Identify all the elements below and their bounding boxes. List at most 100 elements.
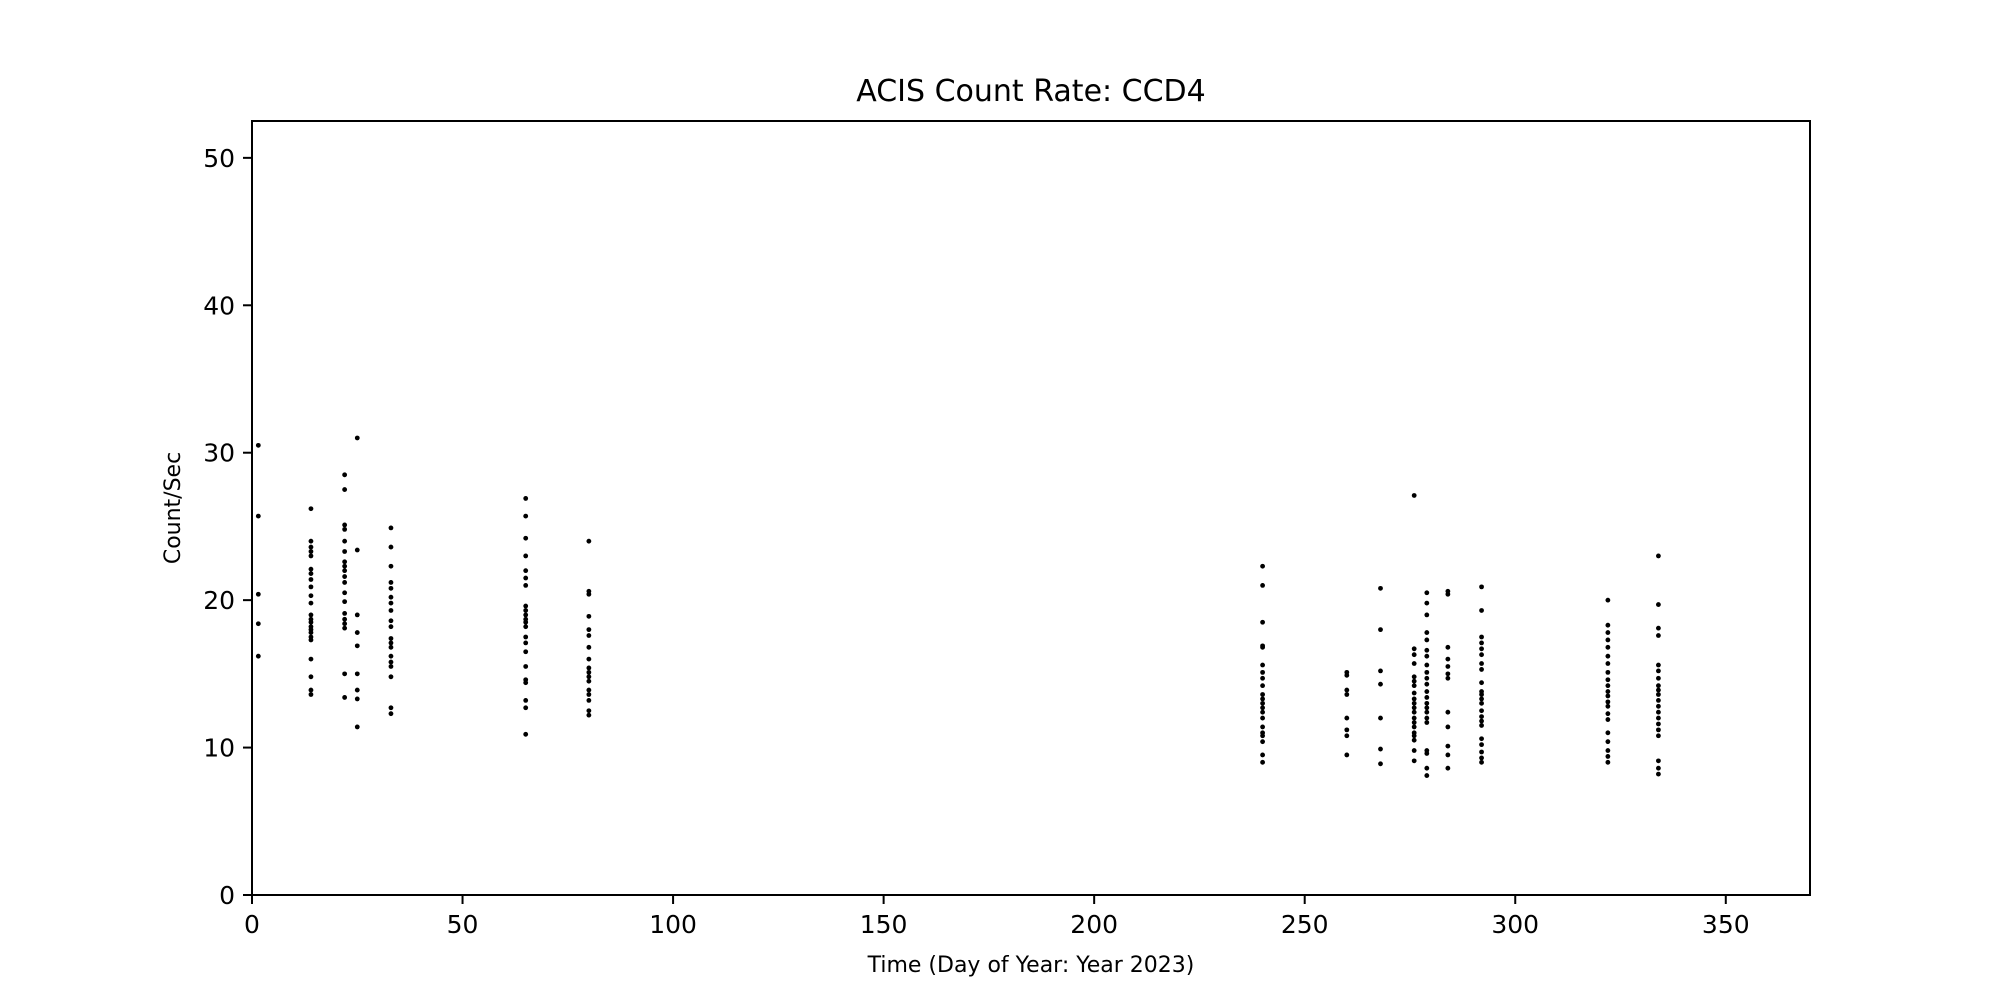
data-point [1605, 644, 1611, 650]
data-point [1656, 675, 1661, 681]
data-point [1656, 758, 1661, 764]
data-point [1424, 647, 1430, 653]
data-point [1605, 759, 1611, 765]
data-point [586, 697, 592, 703]
data-point [523, 496, 529, 501]
data-point [1344, 687, 1350, 693]
x-tick-label: 50 [447, 910, 479, 939]
data-point [1411, 696, 1417, 702]
data-point [1424, 700, 1430, 706]
data-point [1424, 689, 1430, 694]
data-point [523, 624, 529, 630]
data-point [342, 621, 348, 627]
data-point [523, 575, 529, 581]
x-tick-label: 100 [649, 910, 697, 939]
axis-ticks: 0 50 100 150 200 250 300 350 0 10 20 30 40 50 [203, 144, 1749, 939]
data-point [586, 708, 592, 714]
data-point [1656, 703, 1661, 709]
data-point [1479, 696, 1484, 702]
data-point [1605, 661, 1611, 666]
data-point [1424, 590, 1430, 596]
data-point [388, 563, 394, 569]
data-point [354, 687, 360, 693]
data-point [1605, 717, 1611, 722]
data-point [1479, 742, 1484, 748]
data-point [1344, 672, 1350, 678]
data-point [1424, 637, 1430, 643]
data-point [308, 674, 314, 680]
data-point [523, 705, 529, 711]
plot-frame [251, 120, 1811, 896]
data-point [523, 731, 529, 737]
data-point [586, 627, 592, 633]
data-point [1378, 715, 1383, 721]
y-tick-label: 20 [203, 586, 235, 615]
data-point [255, 442, 261, 448]
data-point [342, 580, 348, 585]
x-tick-label: 250 [1281, 910, 1329, 939]
data-point [523, 619, 529, 625]
data-point [586, 674, 592, 680]
data-point [1656, 733, 1661, 739]
data-point [1260, 644, 1265, 650]
data-point [1260, 662, 1265, 668]
data-point [308, 593, 314, 599]
data-point [1411, 493, 1417, 498]
data-point [1656, 709, 1661, 715]
x-tick-label: 0 [244, 910, 260, 939]
data-point [1656, 771, 1661, 777]
data-point [1344, 727, 1350, 733]
data-point [1378, 585, 1383, 591]
data-point [1411, 652, 1417, 658]
data-point [523, 612, 529, 618]
data-point [1260, 715, 1265, 721]
data-point [1656, 683, 1661, 689]
data-point [308, 612, 314, 618]
data-point [1260, 675, 1265, 681]
data-point [586, 712, 592, 718]
data-point [1344, 752, 1350, 758]
data-point [523, 640, 529, 646]
data-point [1656, 765, 1661, 771]
data-point [1260, 724, 1265, 730]
data-point [1411, 683, 1417, 689]
data-point [388, 600, 394, 606]
x-tick-label: 350 [1702, 910, 1750, 939]
data-point [523, 608, 529, 613]
data-point [1344, 733, 1350, 739]
y-tick-label: 40 [203, 291, 235, 320]
data-point [1656, 602, 1661, 607]
data-point [354, 547, 360, 553]
data-point [1445, 591, 1451, 597]
y-tick-label: 30 [203, 439, 235, 468]
data-point [1411, 661, 1417, 666]
y-tick-label: 0 [219, 881, 235, 910]
data-point [1479, 708, 1484, 714]
data-point [1479, 667, 1484, 672]
data-point [1605, 699, 1611, 705]
data-point [342, 526, 348, 532]
data-point [1479, 680, 1484, 686]
data-point [388, 580, 394, 585]
data-point [1411, 715, 1417, 721]
data-point [1479, 718, 1484, 724]
data-point [1479, 608, 1484, 613]
data-point [1445, 752, 1451, 758]
data-point [1605, 703, 1611, 709]
data-point [1260, 739, 1265, 745]
data-point [342, 616, 348, 622]
data-point [1411, 733, 1417, 739]
chart-title: ACIS Count Rate: CCD4 [856, 74, 1206, 109]
data-point [1424, 751, 1430, 756]
data-point [308, 656, 314, 662]
data-point [1656, 625, 1661, 631]
data-point [1445, 765, 1451, 771]
data-point [342, 559, 348, 565]
data-point [1479, 652, 1484, 658]
data-point [523, 513, 529, 519]
data-point [1605, 689, 1611, 694]
data-point [308, 584, 314, 590]
data-point [1411, 737, 1417, 743]
data-point [354, 724, 360, 730]
